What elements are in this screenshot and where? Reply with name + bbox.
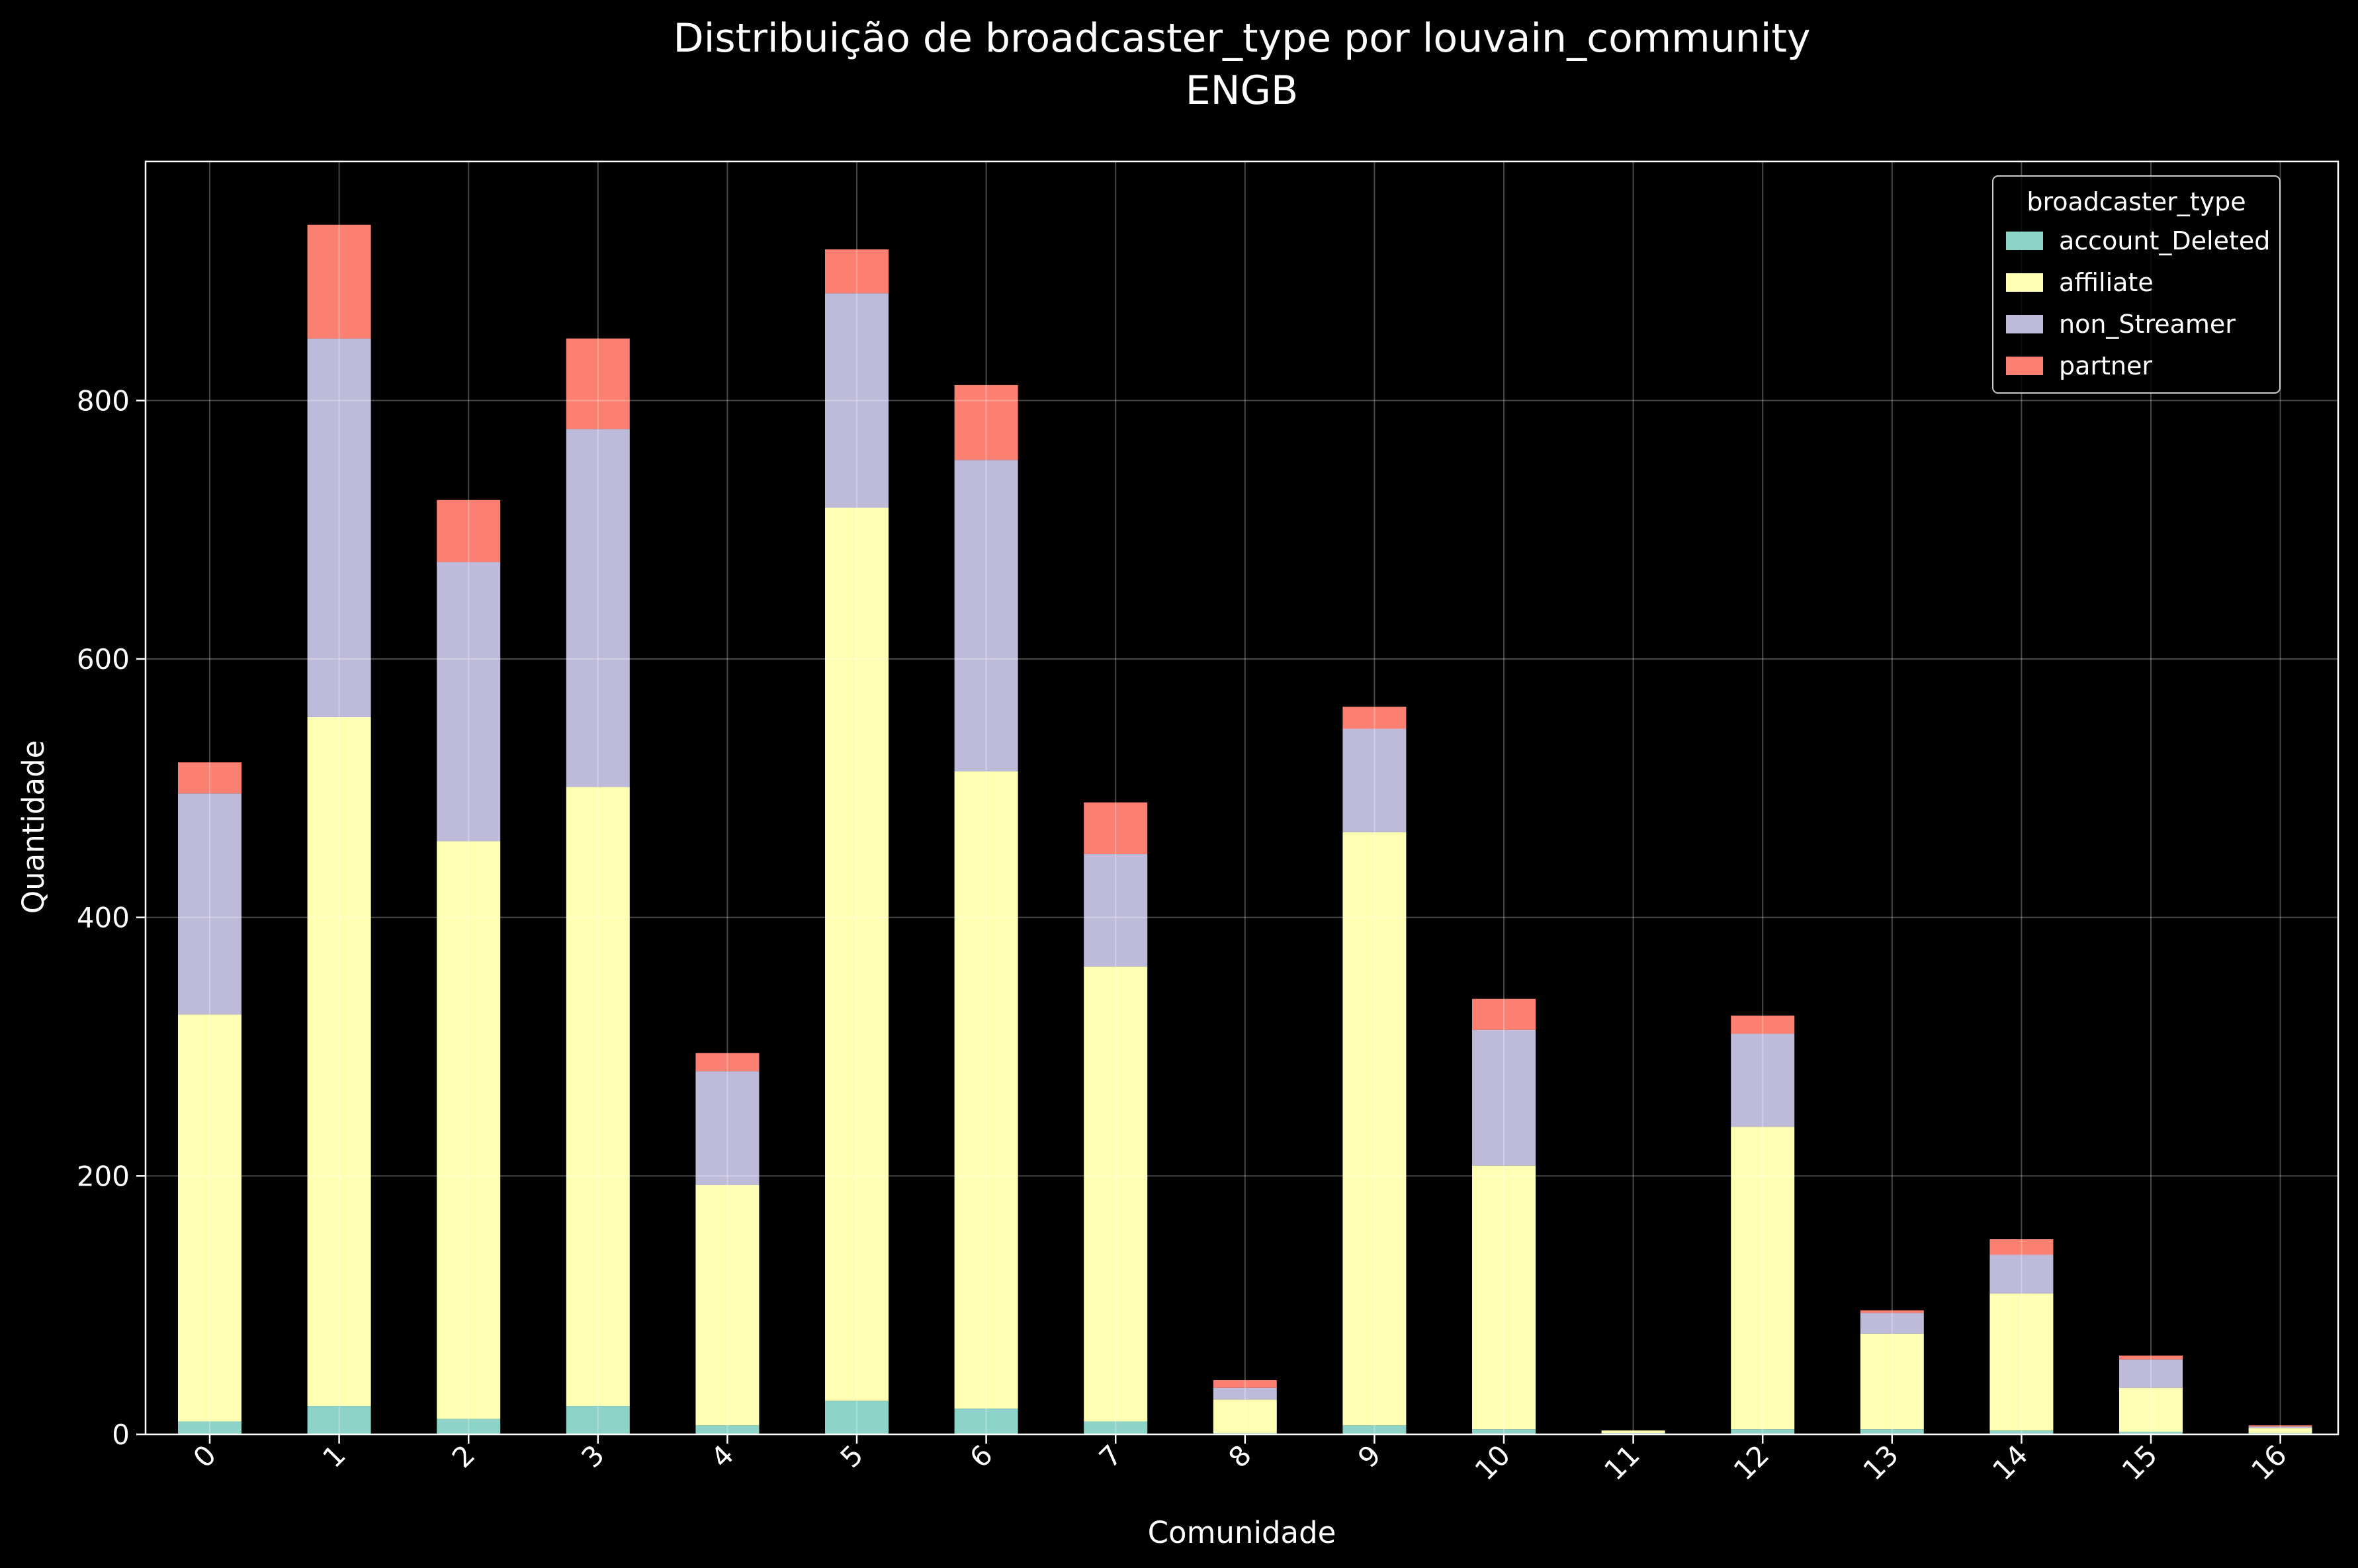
bar-partner-14[interactable] xyxy=(1989,1239,2054,1255)
chart-title: Distribuição de broadcaster_type por lou… xyxy=(674,15,1811,62)
x-axis-label: Comunidade xyxy=(1148,1515,1336,1550)
bar-non_Streamer-13[interactable] xyxy=(1860,1313,1924,1334)
y-axis-label: Quantidade xyxy=(16,740,51,914)
y-tick-label: 800 xyxy=(77,384,130,417)
bar-affiliate-2[interactable] xyxy=(437,841,501,1419)
bar-affiliate-5[interactable] xyxy=(825,507,889,1401)
bar-account_Deleted-13[interactable] xyxy=(1860,1429,1924,1434)
chart-subtitle: ENGB xyxy=(1186,67,1298,114)
bar-partner-8[interactable] xyxy=(1213,1379,1277,1388)
legend-swatch-affiliate xyxy=(2006,273,2043,292)
bar-non_Streamer-6[interactable] xyxy=(954,460,1018,771)
bar-account_Deleted-7[interactable] xyxy=(1084,1421,1148,1434)
legend-swatch-partner xyxy=(2006,357,2043,375)
bar-account_Deleted-10[interactable] xyxy=(1472,1429,1536,1434)
bar-partner-7[interactable] xyxy=(1084,802,1148,854)
bar-affiliate-10[interactable] xyxy=(1472,1165,1536,1430)
bar-account_Deleted-15[interactable] xyxy=(2119,1432,2183,1434)
bar-partner-10[interactable] xyxy=(1472,998,1536,1030)
legend-swatch-account_Deleted xyxy=(2006,232,2043,250)
legend-swatch-non_Streamer xyxy=(2006,315,2043,333)
bar-partner-15[interactable] xyxy=(2119,1355,2183,1360)
bar-partner-12[interactable] xyxy=(1731,1016,1795,1034)
bar-non_Streamer-1[interactable] xyxy=(307,338,371,717)
bar-affiliate-15[interactable] xyxy=(2119,1387,2183,1432)
bar-affiliate-4[interactable] xyxy=(695,1185,760,1426)
y-tick-label: 200 xyxy=(77,1160,130,1192)
bar-affiliate-13[interactable] xyxy=(1860,1333,1924,1430)
bar-non_Streamer-8[interactable] xyxy=(1213,1387,1277,1400)
bar-affiliate-3[interactable] xyxy=(566,787,630,1407)
legend-box xyxy=(1992,175,2281,394)
bar-non_Streamer-15[interactable] xyxy=(2119,1359,2183,1388)
bar-non_Streamer-14[interactable] xyxy=(1989,1254,2054,1294)
bar-account_Deleted-2[interactable] xyxy=(437,1418,501,1434)
bar-non_Streamer-10[interactable] xyxy=(1472,1029,1536,1166)
bar-affiliate-1[interactable] xyxy=(307,717,371,1407)
bar-non_Streamer-5[interactable] xyxy=(825,293,889,508)
bar-affiliate-9[interactable] xyxy=(1342,832,1407,1426)
bar-non_Streamer-7[interactable] xyxy=(1084,853,1148,967)
bar-non_Streamer-4[interactable] xyxy=(695,1071,760,1186)
bar-partner-6[interactable] xyxy=(954,384,1018,460)
bar-affiliate-7[interactable] xyxy=(1084,966,1148,1422)
bar-account_Deleted-6[interactable] xyxy=(954,1408,1018,1434)
y-tick-label: 600 xyxy=(77,643,130,675)
legend-label-account_Deleted: account_Deleted xyxy=(2059,226,2270,255)
bar-account_Deleted-12[interactable] xyxy=(1731,1429,1795,1434)
bar-partner-16[interactable] xyxy=(2248,1425,2312,1427)
bar-affiliate-6[interactable] xyxy=(954,771,1018,1409)
bar-account_Deleted-4[interactable] xyxy=(695,1425,760,1434)
y-tick-label: 400 xyxy=(77,902,130,934)
bar-partner-4[interactable] xyxy=(695,1053,760,1072)
bar-partner-0[interactable] xyxy=(178,762,241,794)
bar-account_Deleted-9[interactable] xyxy=(1342,1425,1407,1434)
bar-partner-3[interactable] xyxy=(566,338,630,429)
bar-partner-5[interactable] xyxy=(825,249,889,294)
bar-partner-1[interactable] xyxy=(307,224,371,339)
bar-partner-2[interactable] xyxy=(437,500,501,562)
bar-affiliate-14[interactable] xyxy=(1989,1293,2054,1431)
legend: broadcaster_type account_Deleted affiliate… xyxy=(1992,175,2281,394)
bar-non_Streamer-0[interactable] xyxy=(178,793,241,1015)
bar-affiliate-12[interactable] xyxy=(1731,1127,1795,1430)
bar-affiliate-11[interactable] xyxy=(1601,1430,1665,1434)
bar-non_Streamer-2[interactable] xyxy=(437,562,501,842)
bar-account_Deleted-0[interactable] xyxy=(178,1421,241,1434)
bar-non_Streamer-9[interactable] xyxy=(1342,728,1407,832)
bar-non_Streamer-3[interactable] xyxy=(566,429,630,787)
bar-account_Deleted-1[interactable] xyxy=(307,1406,371,1434)
legend-label-affiliate: affiliate xyxy=(2059,268,2154,297)
bars xyxy=(178,224,2312,1434)
bar-non_Streamer-12[interactable] xyxy=(1731,1033,1795,1127)
bar-account_Deleted-5[interactable] xyxy=(825,1401,889,1434)
bar-non_Streamer-16[interactable] xyxy=(2248,1426,2312,1428)
bar-partner-13[interactable] xyxy=(1860,1310,1924,1313)
y-tick-label: 0 xyxy=(112,1418,130,1451)
legend-label-non_Streamer: non_Streamer xyxy=(2059,310,2236,339)
bar-account_Deleted-3[interactable] xyxy=(566,1406,630,1434)
plot-frame xyxy=(144,160,2339,1436)
bar-affiliate-0[interactable] xyxy=(178,1014,241,1422)
legend-label-partner: partner xyxy=(2059,351,2152,380)
bar-affiliate-16[interactable] xyxy=(2248,1428,2312,1434)
legend-title: broadcaster_type xyxy=(2027,187,2246,216)
bar-account_Deleted-14[interactable] xyxy=(1989,1430,2054,1434)
bar-affiliate-8[interactable] xyxy=(1213,1399,1277,1434)
bar-partner-9[interactable] xyxy=(1342,707,1407,729)
